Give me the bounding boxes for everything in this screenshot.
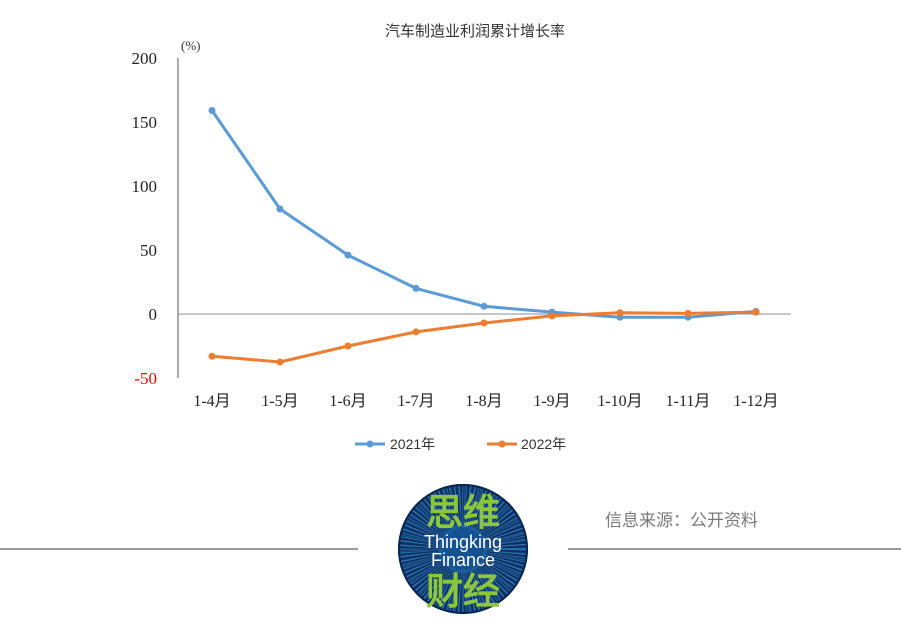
x-tick-label: 1-8月 xyxy=(465,393,502,410)
legend-item-2021: 2021年 xyxy=(355,436,435,452)
data-point xyxy=(616,309,624,317)
data-point xyxy=(276,205,284,213)
x-tick-label: 1-4月 xyxy=(193,393,230,410)
x-tick-label: 1-5月 xyxy=(261,393,298,410)
legend: 2021年 2022年 xyxy=(355,436,566,452)
logo-rim xyxy=(398,484,528,614)
data-point xyxy=(208,352,216,360)
data-point xyxy=(752,308,760,316)
data-point xyxy=(208,107,216,114)
series-0 xyxy=(208,107,760,321)
x-tick-label: 1-11月 xyxy=(666,393,711,410)
y-tick-labels: 200 150 100 50 0 -50 xyxy=(132,49,158,388)
y-axis-unit: (%) xyxy=(181,38,201,53)
legend-label: 2021年 xyxy=(390,436,435,452)
x-tick-label: 1-6月 xyxy=(329,393,366,410)
y-tick-label: 200 xyxy=(132,49,158,68)
logo-text-top: 思维 xyxy=(426,491,500,534)
data-point xyxy=(480,302,488,310)
thingking-finance-logo: 思维 Thingking Finance 财经 xyxy=(398,484,528,614)
y-tick-label: 0 xyxy=(149,305,158,324)
logo-text-line2: Finance xyxy=(431,550,495,570)
series-1 xyxy=(208,308,760,366)
x-tick-label: 1-9月 xyxy=(533,393,570,410)
legend-swatch-marker xyxy=(498,440,506,448)
source-note: 信息来源：公开资料 xyxy=(605,511,758,531)
series-layer xyxy=(208,107,760,366)
data-point xyxy=(344,251,352,259)
x-tick-labels: 1-4月 1-5月 1-6月 1-7月 1-8月 1-9月 1-10月 1-11月 1-12月 xyxy=(193,393,778,410)
x-tick-label: 1-10月 xyxy=(597,393,642,410)
x-tick-label: 1-7月 xyxy=(397,393,434,410)
data-point xyxy=(412,328,420,336)
legend-label: 2022年 xyxy=(521,436,566,452)
legend-swatch-marker xyxy=(366,440,374,448)
series-line xyxy=(210,109,758,319)
legend-item-2022: 2022年 xyxy=(487,436,566,452)
y-tick-label: 150 xyxy=(132,113,158,132)
data-point xyxy=(276,358,284,366)
data-point xyxy=(548,312,556,320)
data-point xyxy=(344,342,352,350)
y-tick-label: -50 xyxy=(134,369,157,388)
y-tick-label: 100 xyxy=(132,177,158,196)
data-point xyxy=(684,309,692,317)
x-tick-label: 1-12月 xyxy=(733,393,778,410)
logo-text-bottom: 财经 xyxy=(426,570,500,613)
logo-text-line1: Thingking xyxy=(424,532,502,552)
logo-center-glow xyxy=(439,525,487,573)
logo-ray-burst xyxy=(398,484,528,614)
chart-title: 汽车制造业利润累计增长率 xyxy=(385,22,565,40)
data-point xyxy=(412,284,420,292)
data-point xyxy=(480,319,488,327)
y-tick-label: 50 xyxy=(140,241,157,260)
